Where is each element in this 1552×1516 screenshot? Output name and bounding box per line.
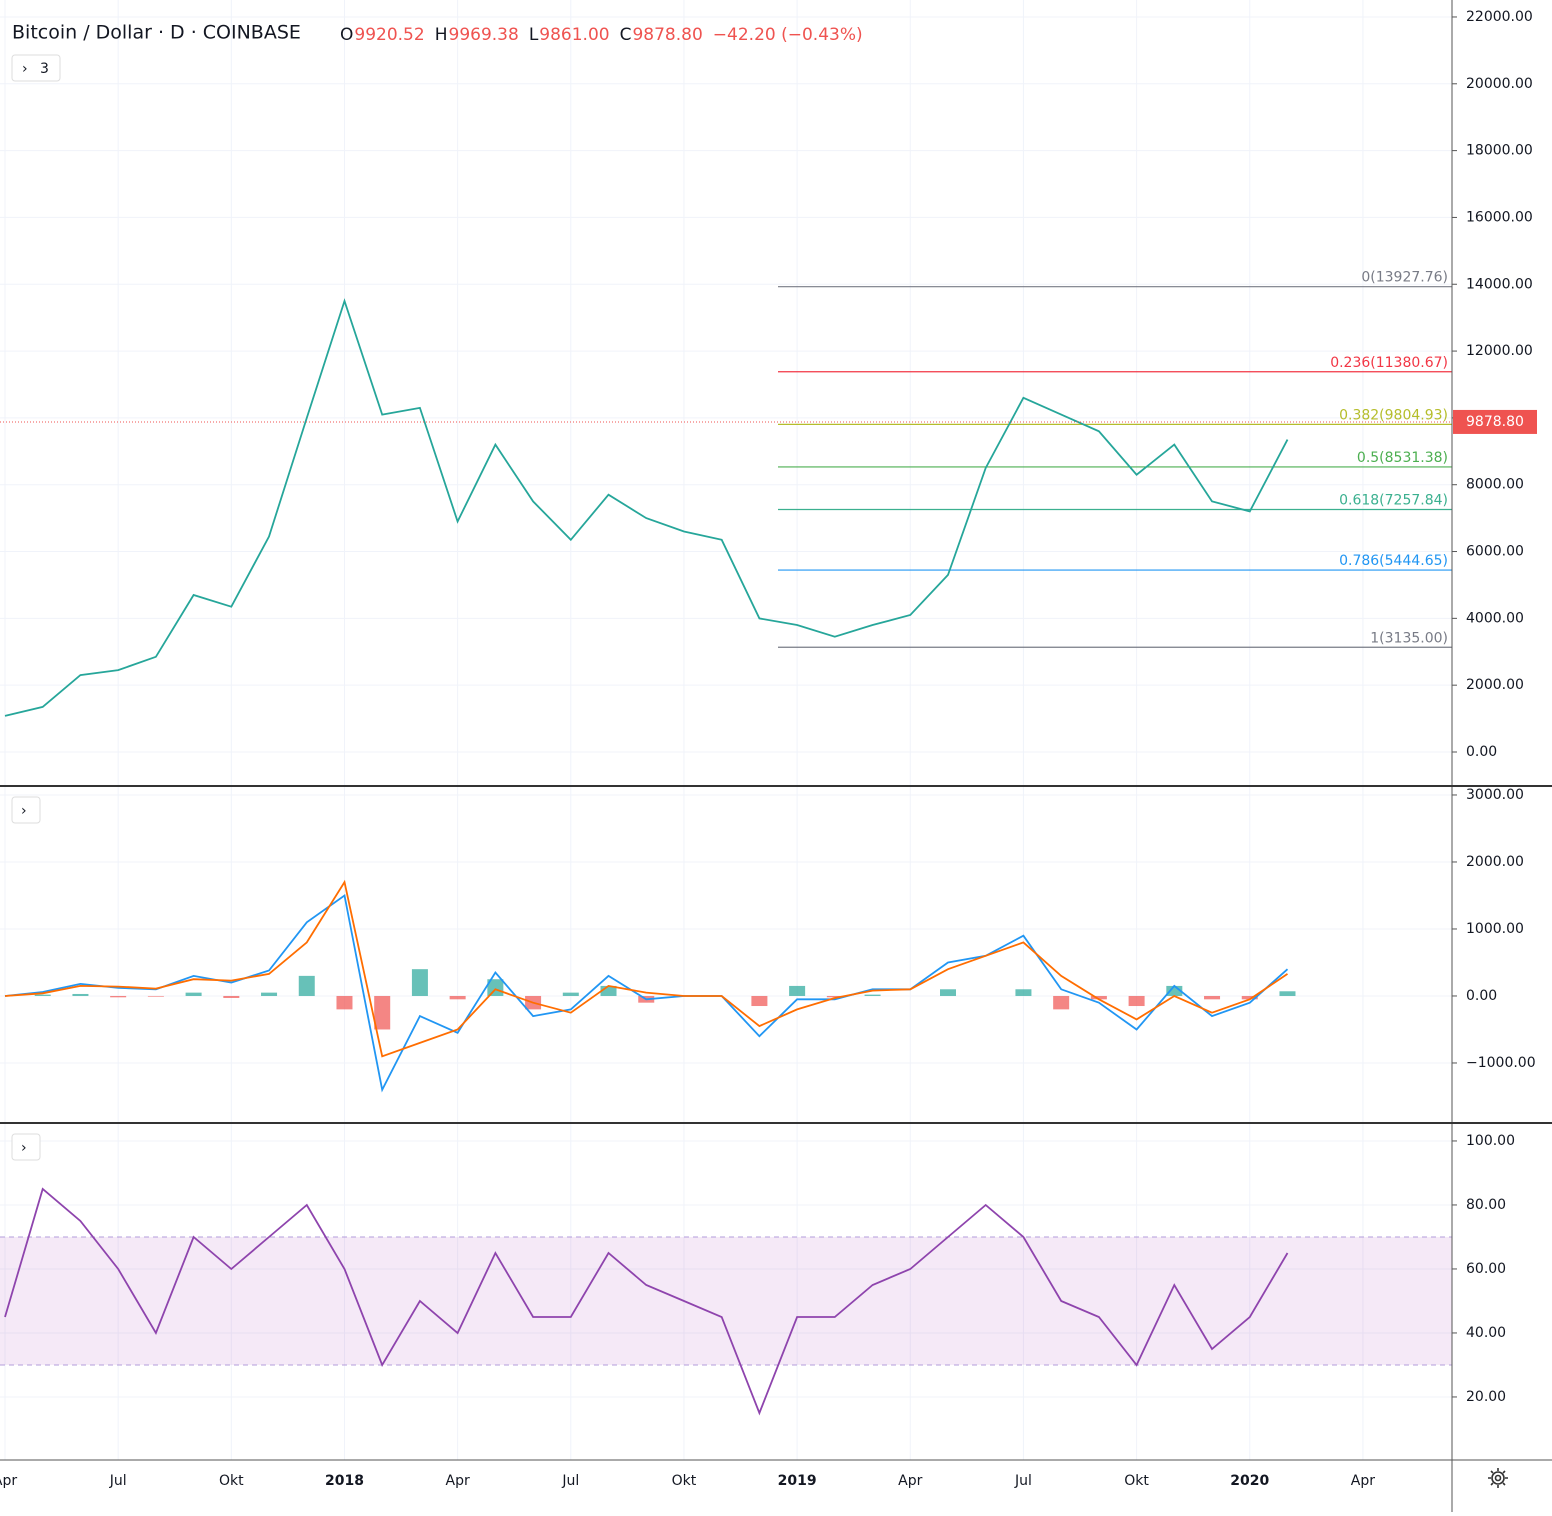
chevron: › bbox=[21, 1140, 27, 1156]
x-tick-label: Apr bbox=[898, 1473, 922, 1489]
y-tick-label: 14000.00 bbox=[1466, 276, 1533, 292]
y-tick-label: 16000.00 bbox=[1466, 209, 1533, 225]
histogram-bar bbox=[449, 995, 466, 1000]
histogram-bar bbox=[34, 994, 51, 996]
histogram-bar bbox=[487, 979, 504, 996]
ohlc-value: 9920.52 bbox=[354, 25, 424, 45]
histogram-bar bbox=[1128, 995, 1145, 1007]
pane-toggle[interactable] bbox=[11, 1133, 41, 1161]
histogram-bar bbox=[562, 992, 579, 996]
histogram-bar bbox=[72, 993, 89, 996]
histogram-bar bbox=[298, 975, 315, 996]
ohlc-key: L bbox=[529, 25, 539, 45]
x-tick-label: 2019 bbox=[778, 1473, 817, 1489]
x-tick-label: 2018 bbox=[325, 1473, 364, 1489]
histogram-bar bbox=[185, 992, 202, 996]
x-tick-label: Jul bbox=[109, 1473, 127, 1489]
fib-label: 0.618(7257.84) bbox=[1339, 493, 1448, 509]
x-tick-label: Okt bbox=[219, 1473, 244, 1489]
y-tick-label: 0.00 bbox=[1466, 988, 1497, 1004]
fib-label: 0.236(11380.67) bbox=[1330, 355, 1448, 371]
last-price-label: 9878.80 bbox=[1466, 414, 1524, 430]
histogram-bar bbox=[411, 969, 428, 996]
y-tick-label: 12000.00 bbox=[1466, 343, 1533, 359]
y-tick-label: 6000.00 bbox=[1466, 544, 1524, 560]
x-tick-label: Jul bbox=[1014, 1473, 1032, 1489]
histogram-bar bbox=[1279, 991, 1296, 996]
x-tick-label: Okt bbox=[1124, 1473, 1149, 1489]
y-tick-label: 0.00 bbox=[1466, 744, 1497, 760]
y-tick-label: 100.00 bbox=[1466, 1133, 1515, 1149]
histogram-bar bbox=[336, 995, 353, 1010]
histogram-bar bbox=[147, 995, 164, 997]
y-tick-label: 20000.00 bbox=[1466, 76, 1533, 92]
ohlc-key: H bbox=[435, 25, 448, 45]
series-line bbox=[4, 1187, 1289, 1416]
y-tick-label: −1000.00 bbox=[1466, 1055, 1536, 1071]
histogram-bar bbox=[1166, 985, 1183, 996]
fib-label: 0.382(9804.93) bbox=[1339, 407, 1448, 423]
histogram-bar bbox=[1204, 995, 1221, 1000]
histogram-bar bbox=[223, 995, 240, 998]
ohlc-key: O bbox=[340, 25, 353, 45]
y-tick-label: 3000.00 bbox=[1466, 787, 1524, 803]
y-tick-label: 1000.00 bbox=[1466, 921, 1524, 937]
ohlc-value: 9878.80 bbox=[632, 25, 702, 45]
pane-toggle[interactable] bbox=[11, 796, 41, 824]
histogram-bar bbox=[1241, 995, 1258, 1000]
fib-label: 0.786(5444.65) bbox=[1339, 553, 1448, 569]
y-tick-label: 40.00 bbox=[1466, 1325, 1506, 1341]
histogram-bar bbox=[789, 985, 806, 996]
series-line bbox=[4, 298, 1289, 717]
histogram-bar bbox=[864, 994, 881, 996]
x-tick-label: Jul bbox=[561, 1473, 579, 1489]
settings-icon[interactable] bbox=[1488, 1468, 1508, 1488]
fib-label: 0.5(8531.38) bbox=[1357, 450, 1448, 466]
histogram-bar bbox=[826, 995, 843, 998]
y-tick-label: 4000.00 bbox=[1466, 610, 1524, 626]
y-tick-label: 8000.00 bbox=[1466, 477, 1524, 493]
chevron: › bbox=[21, 803, 27, 819]
x-tick-label: Apr bbox=[1351, 1473, 1375, 1489]
histogram-bar bbox=[261, 992, 278, 996]
fib-label: 1(3135.00) bbox=[1370, 630, 1448, 646]
histogram-bar bbox=[600, 985, 617, 996]
histogram-bar bbox=[751, 995, 768, 1007]
x-tick-label: Apr bbox=[446, 1473, 470, 1489]
histogram-bar bbox=[110, 995, 127, 998]
x-tick-label: Apr bbox=[0, 1473, 17, 1489]
y-tick-label: 2000.00 bbox=[1466, 677, 1524, 693]
y-tick-label: 18000.00 bbox=[1466, 143, 1533, 159]
fib-label: 0(13927.76) bbox=[1361, 270, 1448, 286]
series-line bbox=[4, 879, 1289, 1058]
histogram-bar bbox=[1053, 995, 1070, 1010]
ohlc-value: 9861.00 bbox=[539, 25, 609, 45]
y-tick-label: 80.00 bbox=[1466, 1197, 1506, 1213]
histogram-bar bbox=[1090, 995, 1107, 1000]
y-tick-label: 2000.00 bbox=[1466, 854, 1524, 870]
histogram-bar bbox=[374, 995, 391, 1030]
y-tick-label: 22000.00 bbox=[1466, 9, 1533, 25]
indicators-toggle[interactable] bbox=[11, 54, 61, 82]
x-tick-label: Okt bbox=[672, 1473, 697, 1489]
ohlc-value: 9969.38 bbox=[449, 25, 519, 45]
last-price-box bbox=[1453, 409, 1537, 434]
chevron: › bbox=[22, 61, 28, 77]
x-tick-label: 2020 bbox=[1230, 1473, 1269, 1489]
change: −42.20 (−0.43%) bbox=[713, 25, 863, 45]
ohlc-key: C bbox=[620, 25, 632, 45]
histogram-bar bbox=[940, 989, 956, 996]
y-tick-label: 60.00 bbox=[1466, 1261, 1506, 1277]
symbol: Bitcoin / Dollar · D · COINBASE bbox=[12, 22, 301, 44]
rsi-band bbox=[0, 1236, 1452, 1365]
y-tick-label: 20.00 bbox=[1466, 1389, 1506, 1405]
histogram-bar bbox=[1015, 989, 1032, 996]
indicator-count: 3 bbox=[40, 61, 49, 77]
